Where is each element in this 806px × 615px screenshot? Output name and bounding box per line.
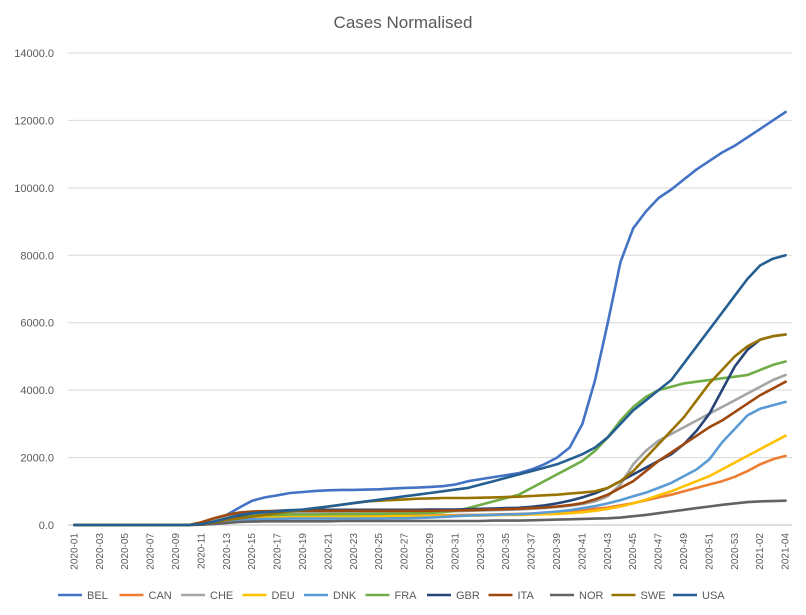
y-tick-label: 0.0 bbox=[39, 520, 54, 532]
y-tick-label: 6000.0 bbox=[20, 318, 54, 330]
x-tick-label: 2020-47 bbox=[654, 533, 665, 570]
legend-label-ita: ITA bbox=[518, 590, 535, 602]
x-tick-label: 2020-17 bbox=[273, 533, 284, 570]
y-tick-label: 14000.0 bbox=[14, 48, 54, 60]
legend-label-bel: BEL bbox=[87, 590, 108, 602]
x-tick-label: 2021-04 bbox=[781, 533, 792, 570]
x-tick-label: 2020-45 bbox=[628, 533, 639, 570]
legend-label-nor: NOR bbox=[579, 590, 604, 602]
x-tick-label: 2020-05 bbox=[120, 533, 131, 570]
series-line-can bbox=[73, 454, 787, 527]
y-tick-label: 10000.0 bbox=[14, 183, 54, 195]
legend-label-can: CAN bbox=[149, 590, 172, 602]
x-tick-label: 2020-13 bbox=[222, 533, 233, 570]
x-tick-label: 2020-27 bbox=[400, 533, 411, 570]
x-tick-label: 2020-15 bbox=[247, 533, 258, 570]
x-tick-label: 2020-25 bbox=[374, 533, 385, 570]
legend-label-gbr: GBR bbox=[456, 590, 480, 602]
legend-label-usa: USA bbox=[702, 590, 725, 602]
legend-label-fra: FRA bbox=[395, 590, 418, 602]
legend: BEL CAN CHE DEU DNK FRA GBR ITA NOR SWE USA bbox=[58, 590, 725, 602]
grid-lines bbox=[68, 52, 792, 526]
y-tick-label: 2000.0 bbox=[20, 453, 54, 465]
x-tick-label: 2020-07 bbox=[146, 533, 157, 570]
series-line-fra bbox=[73, 360, 787, 527]
x-tick-label: 2020-49 bbox=[679, 533, 690, 570]
legend-label-che: CHE bbox=[210, 590, 233, 602]
legend-label-dnk: DNK bbox=[333, 590, 357, 602]
legend-label-deu: DEU bbox=[272, 590, 295, 602]
x-tick-label: 2021-02 bbox=[755, 533, 766, 570]
x-tick-label: 2020-03 bbox=[95, 533, 106, 570]
x-tick-label: 2020-35 bbox=[501, 533, 512, 570]
x-tick-label: 2020-21 bbox=[323, 533, 334, 570]
series-line-usa bbox=[73, 254, 787, 527]
chart-title: Cases Normalised bbox=[334, 13, 473, 32]
x-tick-label: 2020-51 bbox=[704, 533, 715, 570]
x-tick-label: 2020-41 bbox=[577, 533, 588, 570]
x-tick-label: 2020-43 bbox=[603, 533, 614, 570]
y-axis-ticks: 0.0 2000.0 4000.0 6000.0 8000.0 10000.0 12000.… bbox=[14, 48, 54, 532]
y-tick-label: 12000.0 bbox=[14, 115, 54, 127]
series-lines bbox=[73, 110, 787, 527]
x-tick-label: 2020-19 bbox=[298, 533, 309, 570]
x-tick-label: 2020-53 bbox=[730, 533, 741, 570]
series-line-bel bbox=[73, 110, 787, 527]
x-tick-label: 2020-39 bbox=[552, 533, 563, 570]
y-tick-label: 4000.0 bbox=[20, 385, 54, 397]
x-tick-label: 2020-37 bbox=[527, 533, 538, 570]
x-tick-label: 2020-11 bbox=[196, 533, 207, 569]
x-tick-label: 2020-09 bbox=[171, 533, 182, 570]
x-axis-ticks: 2020-01 2020-03 2020-05 2020-07 2020-09 2020-… bbox=[69, 533, 791, 570]
x-tick-label: 2020-01 bbox=[69, 533, 80, 570]
series-line-che bbox=[73, 373, 787, 527]
series-line-dnk bbox=[73, 400, 787, 527]
x-tick-label: 2020-31 bbox=[450, 533, 461, 570]
x-tick-label: 2020-23 bbox=[349, 533, 360, 570]
legend-label-swe: SWE bbox=[641, 590, 666, 602]
x-tick-label: 2020-33 bbox=[476, 533, 487, 570]
y-tick-label: 8000.0 bbox=[20, 250, 54, 262]
series-line-ita bbox=[73, 380, 787, 527]
x-tick-label: 2020-29 bbox=[425, 533, 436, 570]
